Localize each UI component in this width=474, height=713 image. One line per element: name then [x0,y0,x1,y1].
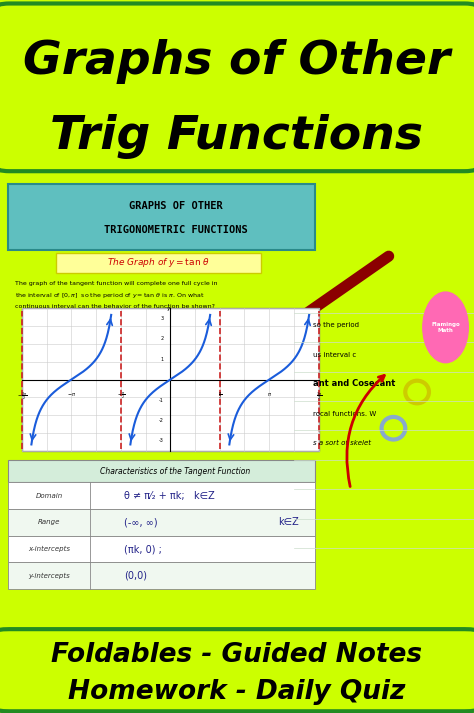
Text: k∈Z: k∈Z [278,517,299,528]
Text: $\frac{\pi}{2}$: $\frac{\pi}{2}$ [218,391,222,401]
Bar [8,563,315,589]
Bar [8,535,315,563]
Text: -3: -3 [159,438,164,443]
Text: y-intercepts: y-intercepts [28,573,70,579]
Text: Range: Range [38,519,60,525]
Circle shape [423,292,468,363]
Text: GRAPHS OF OTHER: GRAPHS OF OTHER [128,201,222,211]
Bar [8,509,315,535]
FancyBboxPatch shape [0,4,474,171]
Text: 2: 2 [160,337,164,342]
FancyBboxPatch shape [56,252,261,272]
Text: $-\frac{\pi}{2}$: $-\frac{\pi}{2}$ [117,391,125,401]
Text: (0,0): (0,0) [124,570,147,581]
Text: The Graph of $y = \tan\,\theta$: The Graph of $y = \tan\,\theta$ [107,257,210,270]
Text: $-\frac{3\pi}{2}$: $-\frac{3\pi}{2}$ [17,391,27,402]
Text: Trig Functions: Trig Functions [51,114,423,159]
Text: θ ≠ π⁄₂ + πk;   k∈Z: θ ≠ π⁄₂ + πk; k∈Z [124,491,215,501]
FancyBboxPatch shape [0,629,474,712]
Text: ant and Cosecant: ant and Cosecant [313,379,395,389]
Text: Foldables - Guided Notes: Foldables - Guided Notes [52,642,422,668]
Text: s a sort of skelet: s a sort of skelet [313,440,371,446]
Text: (-∞, ∞): (-∞, ∞) [124,517,158,528]
Bar [8,460,315,482]
Text: the interval of $[0,\pi]$  so the period of $y=\tan\,\theta$ is $\pi$. On what: the interval of $[0,\pi]$ so the period … [15,290,204,299]
Text: TRIGONOMETRIC FUNCTIONS: TRIGONOMETRIC FUNCTIONS [103,225,247,235]
Text: Flamingo
Math: Flamingo Math [431,322,460,333]
Text: 1: 1 [160,356,164,361]
Text: $-\pi$: $-\pi$ [67,391,76,398]
Text: (πk, 0) ;: (πk, 0) ; [124,544,162,554]
Text: Homework - Daily Quiz: Homework - Daily Quiz [68,679,406,704]
Text: rocal functions. W: rocal functions. W [313,411,376,416]
Text: 3: 3 [160,316,164,321]
Text: -2: -2 [159,418,164,423]
Text: us interval c: us interval c [313,352,356,358]
Text: y: y [167,306,170,311]
Text: -1: -1 [159,398,164,403]
Text: Graphs of Other: Graphs of Other [23,39,451,83]
Text: $\pi$: $\pi$ [267,391,272,398]
Bar [8,482,315,509]
Text: x-intercepts: x-intercepts [28,546,70,552]
FancyBboxPatch shape [8,183,315,250]
Bar [22,308,319,451]
Text: Domain: Domain [36,493,63,498]
Text: Characteristics of the Tangent Function: Characteristics of the Tangent Function [100,466,250,476]
Text: so the period: so the period [313,322,359,329]
Text: continuous interval can the behavior of the function be shown?: continuous interval can the behavior of … [15,304,215,309]
Text: The graph of the tangent function will complete one full cycle in: The graph of the tangent function will c… [15,282,218,287]
Text: $\frac{3\pi}{2}$: $\frac{3\pi}{2}$ [316,391,322,402]
